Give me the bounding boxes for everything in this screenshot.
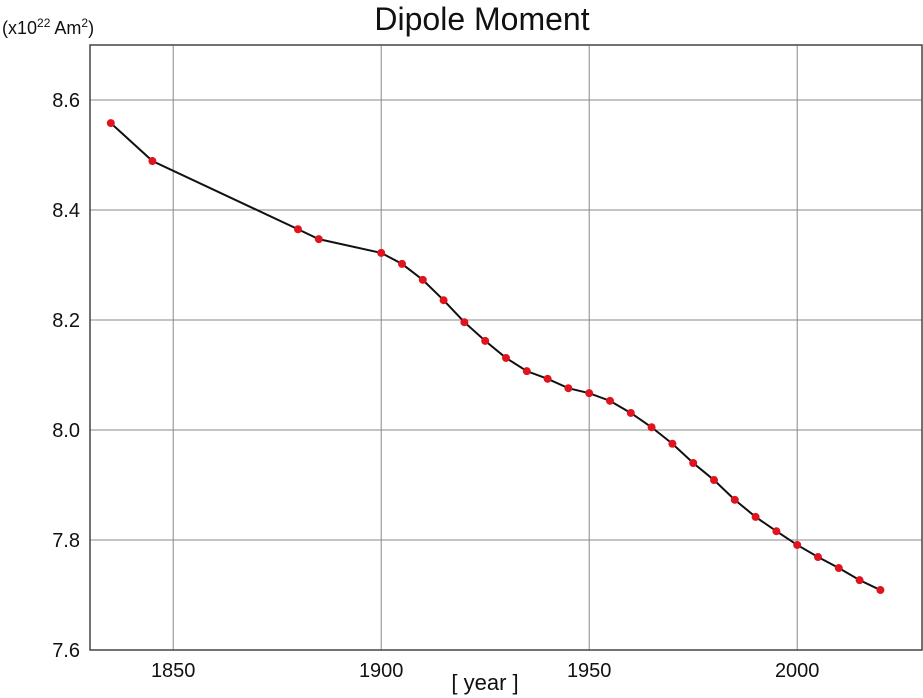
y-tick-label: 7.6	[52, 640, 80, 662]
data-point	[314, 235, 323, 244]
data-line	[110, 122, 881, 591]
data-point	[418, 275, 427, 284]
y-tick-label: 8.0	[52, 420, 80, 442]
data-point	[502, 353, 510, 362]
x-tick-label: 1850	[151, 660, 196, 682]
data-point	[481, 336, 490, 345]
plot-frame	[89, 44, 923, 651]
data-point	[398, 259, 406, 268]
data-point	[148, 157, 157, 166]
data-point	[606, 396, 614, 405]
data-point	[460, 318, 469, 327]
data-point	[564, 384, 573, 393]
x-axis-label: [ year ]	[451, 670, 518, 695]
y-tick-label: 8.6	[52, 90, 80, 112]
chart-title: Dipole Moment	[374, 1, 589, 37]
data-point	[106, 119, 115, 128]
unit-exponent: 2	[81, 16, 88, 30]
data-point	[814, 553, 822, 562]
x-tick-label: 1900	[359, 660, 404, 682]
y-tick-label: 8.4	[52, 200, 80, 222]
data-point	[710, 476, 718, 485]
data-point	[377, 248, 386, 257]
data-point	[522, 367, 531, 376]
y-tick-label: 8.2	[52, 310, 80, 332]
data-point	[772, 527, 781, 536]
data-point	[834, 564, 843, 573]
x-tick-label: 2000	[775, 660, 820, 682]
data-point	[294, 225, 302, 234]
data-point	[439, 296, 448, 305]
unit-part: Am	[50, 18, 81, 38]
data-point	[543, 374, 552, 383]
data-point	[793, 540, 802, 549]
unit-exponent: 22	[37, 16, 51, 30]
x-tick-label: 1950	[567, 660, 612, 682]
data-point	[751, 512, 760, 521]
data-point	[855, 576, 864, 585]
data-point	[647, 423, 656, 432]
y-axis-unit: (x1022 Am2)	[2, 16, 94, 38]
data-point	[730, 495, 739, 504]
data-point	[689, 459, 698, 467]
unit-part: )	[88, 18, 94, 38]
y-tick-label: 7.8	[52, 530, 80, 552]
data-point	[585, 389, 594, 398]
data-point	[668, 439, 677, 448]
data-point	[626, 408, 635, 417]
unit-part: (x10	[2, 18, 37, 38]
data-point	[876, 586, 885, 595]
